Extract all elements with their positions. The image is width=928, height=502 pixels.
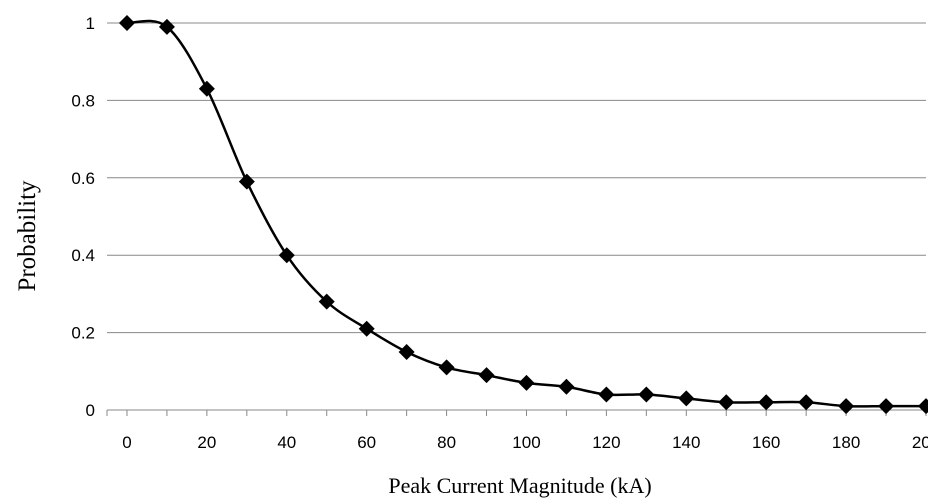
data-point [718,394,735,411]
data-point [798,394,815,411]
data-point [558,378,575,395]
data-point [398,343,415,360]
data-point [438,359,455,376]
x-tick-label: 140 [672,433,700,452]
series-markers [118,15,928,415]
x-tick-label: 60 [357,433,376,452]
data-point [518,374,535,391]
x-axis-ticks: 0 20 40 60 80 100 120 140 160 180 200 [106,410,928,452]
y-axis-ticks: 0 0.2 0.4 0.6 0.8 1 [71,14,95,420]
x-tick-label: 100 [512,433,540,452]
data-point [238,173,255,190]
y-tick-label: 1 [86,14,95,33]
y-tick-label: 0.2 [71,324,95,343]
gridlines [107,22,926,334]
y-tick-label: 0 [86,401,95,420]
y-axis-title: Probability [14,180,41,292]
x-axis-title: Peak Current Magnitude (kA) [388,473,651,498]
x-tick-label: 120 [592,433,620,452]
data-point [158,18,175,35]
data-point [118,15,135,31]
data-point [478,367,495,384]
data-point [598,386,615,403]
x-tick-label: 0 [122,433,131,452]
data-point [678,390,695,407]
x-tick-label: 180 [832,433,860,452]
y-tick-label: 0.6 [71,169,95,188]
x-tick-label: 160 [752,433,780,452]
x-tick-label: 200 [912,433,928,452]
data-point [358,320,375,337]
data-point [838,398,855,415]
data-point [638,386,655,403]
data-point [758,394,775,411]
x-tick-label: 20 [197,433,216,452]
data-point [198,80,215,97]
data-point [278,247,295,264]
x-tick-label: 40 [277,433,296,452]
series-line [126,19,926,408]
y-tick-label: 0.8 [71,91,95,110]
data-point [918,398,928,415]
data-point [318,293,335,310]
data-point [878,398,895,415]
y-tick-label: 0.4 [71,246,95,265]
x-tick-label: 80 [437,433,456,452]
